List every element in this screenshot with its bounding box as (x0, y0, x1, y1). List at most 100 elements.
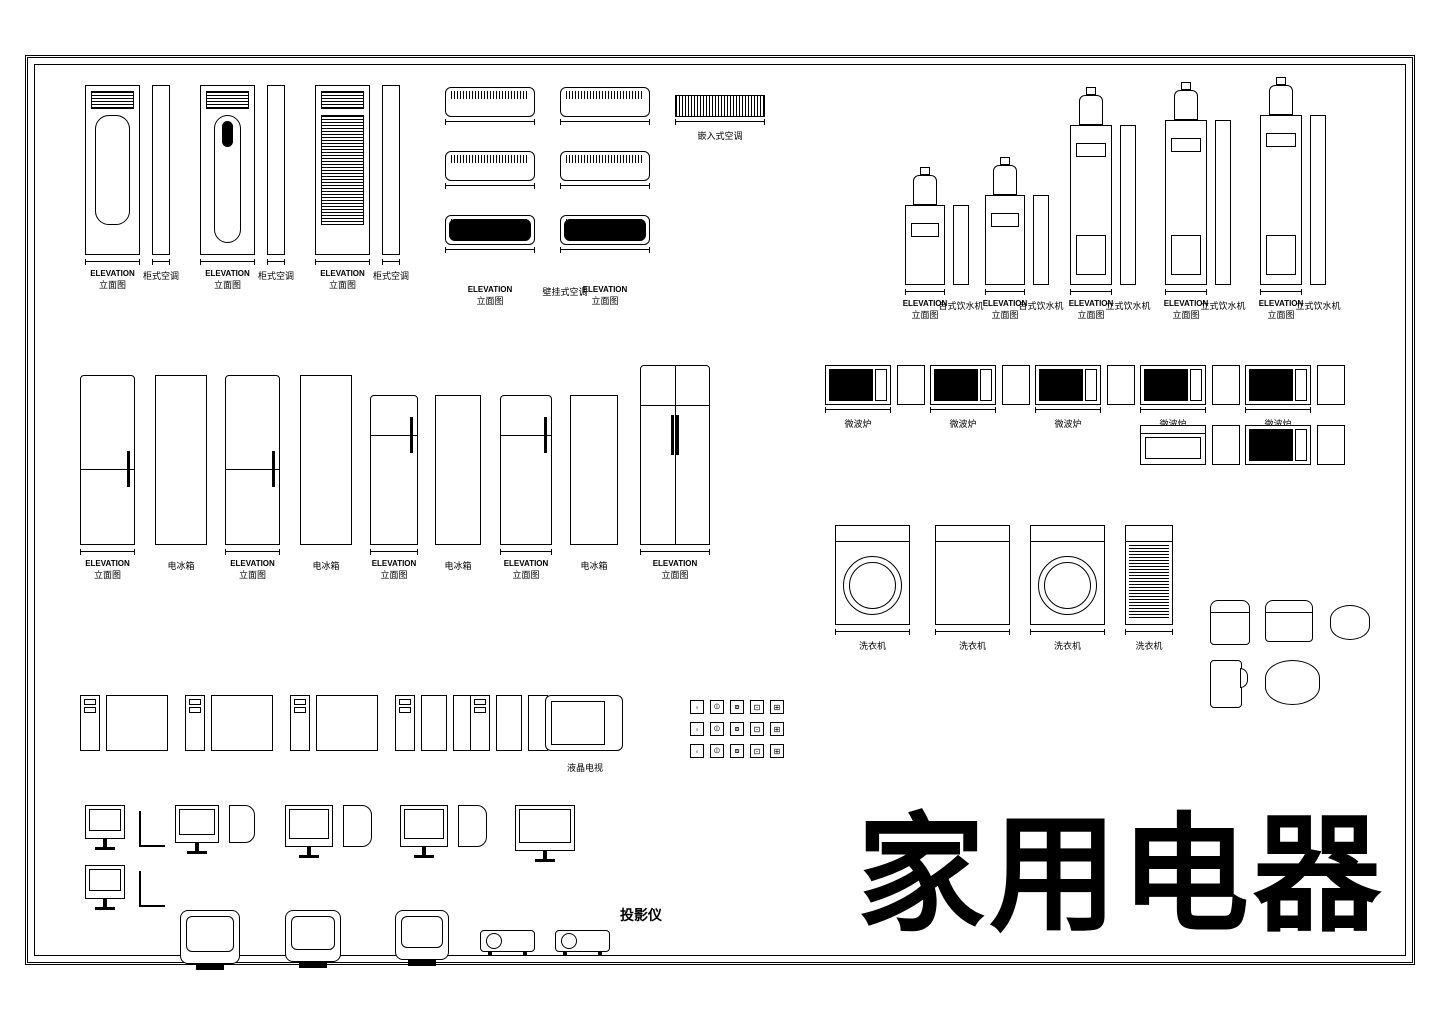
dimension-line (445, 121, 535, 122)
fridge-split (675, 365, 676, 545)
cooker-lid (1265, 612, 1313, 613)
dispenser-side (1120, 125, 1136, 285)
washer-panel (935, 541, 1010, 542)
block-label: 洗衣机 (1054, 639, 1081, 652)
ac-disp (222, 121, 233, 147)
crt-screen (551, 701, 605, 745)
stand-neck (195, 843, 199, 851)
microwave-window (829, 369, 873, 401)
stand-neck (422, 847, 426, 855)
dimension-line (930, 409, 996, 410)
block-label: ELEVATION立面图 (653, 559, 698, 581)
microwave-panel (1190, 369, 1202, 401)
block-label: ELEVATION立面图 (205, 269, 250, 291)
washer (935, 525, 1010, 625)
tap-recess (1266, 133, 1296, 147)
outlet-icon: ◦ (690, 700, 704, 714)
pc-monitor (421, 695, 447, 751)
bottle-cap (1181, 82, 1191, 90)
drive (189, 699, 201, 705)
L-side (139, 871, 141, 907)
stand-base (535, 859, 555, 862)
dimension-line (905, 291, 945, 292)
drive (294, 699, 306, 705)
cad-sheet: 家用电器 ELEVATION立面图柜式空调ELEVATION立面图柜式空调ELE… (0, 0, 1440, 1020)
block-label: 柜式空调 (143, 269, 179, 282)
ac-wall-dark (564, 219, 646, 241)
block-label: 电冰箱 (167, 559, 194, 572)
block-label: 立式饮水机 (1200, 299, 1245, 312)
microwave-side (1107, 365, 1135, 405)
microwave-side (897, 365, 925, 405)
crt-screen (186, 916, 234, 952)
block-label: 立式饮水机 (1105, 299, 1150, 312)
monitor-screen (89, 809, 121, 831)
block-label: 柜式空调 (373, 269, 409, 282)
block-label: 洗衣机 (859, 639, 886, 652)
block-label: ELEVATION立面图 (85, 559, 130, 581)
dimension-line (200, 261, 255, 262)
microwave-panel (875, 369, 887, 401)
tap-recess (911, 223, 939, 237)
block-label: 台式饮水机 (938, 299, 983, 312)
dispenser-side (1215, 120, 1231, 285)
dimension-line (445, 185, 535, 186)
dimension-line (1035, 409, 1101, 410)
crt-base (196, 964, 224, 970)
monitor-screen (89, 869, 121, 891)
block-label: ELEVATION立面图 (468, 285, 513, 307)
dimension-line (835, 631, 910, 632)
dimension-line (85, 261, 140, 262)
handle (676, 415, 679, 455)
block-label: 微波炉 (949, 417, 976, 430)
pc-monitor (106, 695, 168, 751)
dimension-line (80, 551, 135, 552)
outlet-icon: ⦶ (710, 700, 724, 714)
drawing-canvas: ELEVATION立面图柜式空调ELEVATION立面图柜式空调ELEVATIO… (25, 55, 1415, 965)
drive (84, 699, 96, 705)
ac-cabinet-side (267, 85, 285, 255)
crt-screen (291, 916, 335, 950)
ac-grille (321, 115, 364, 225)
dimension-line (500, 551, 552, 552)
bottle-cap (1276, 77, 1286, 85)
tap-recess (1171, 138, 1201, 152)
block-label: 嵌入式空调 (697, 129, 742, 142)
dimension-line (985, 291, 1025, 292)
dimension-line (1030, 631, 1105, 632)
outlet-icon: ⧇ (730, 700, 744, 714)
drive (189, 707, 201, 713)
block-label: 液晶电视 (567, 761, 603, 774)
dimension-line (1140, 409, 1206, 410)
microwave-side (1212, 365, 1240, 405)
handle (127, 451, 130, 487)
washer-panel (835, 541, 910, 542)
block-label: 洗衣机 (959, 639, 986, 652)
monitor-side (229, 805, 255, 843)
outlet-icon: ⧇ (730, 744, 744, 758)
outlet-icon: ⊞ (770, 722, 784, 736)
monitor-screen (179, 809, 215, 835)
dimension-line (1245, 409, 1311, 410)
ac-vent (206, 91, 249, 109)
stand-neck (103, 839, 107, 847)
handle (410, 417, 413, 453)
stand-neck (307, 847, 311, 855)
monitor-screen (519, 809, 571, 843)
dimension-line (560, 185, 650, 186)
block-label: ELEVATION立面图 (90, 269, 135, 291)
fridge-side (300, 375, 352, 545)
block-label: 立式饮水机 (1295, 299, 1340, 312)
dimension-line (825, 409, 891, 410)
stand-base (299, 855, 319, 858)
dimension-line (1070, 291, 1112, 292)
ac-vent (91, 91, 134, 109)
foot (488, 952, 492, 956)
outlet-row: ◦⦶⧇⊡⊞ (690, 700, 784, 714)
kettle (1210, 660, 1242, 708)
drive (399, 699, 411, 705)
drive (84, 707, 96, 713)
foot (523, 952, 527, 956)
water-bottle (1269, 85, 1293, 115)
block-label: 微波炉 (1054, 417, 1081, 430)
